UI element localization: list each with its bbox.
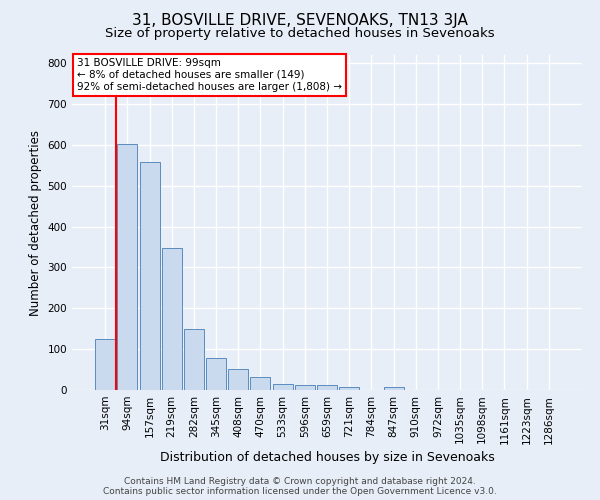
Text: 31, BOSVILLE DRIVE, SEVENOAKS, TN13 3JA: 31, BOSVILLE DRIVE, SEVENOAKS, TN13 3JA: [132, 12, 468, 28]
Bar: [140, 162, 160, 390]
Bar: [295, 384, 315, 390]
Bar: [317, 384, 337, 390]
Text: Contains HM Land Registry data © Crown copyright and database right 2024.
Contai: Contains HM Land Registry data © Crown c…: [103, 476, 497, 496]
Bar: [272, 384, 293, 390]
Bar: [95, 339, 115, 390]
Bar: [250, 378, 271, 390]
Bar: [118, 144, 137, 390]
Bar: [228, 369, 248, 390]
Y-axis label: Number of detached properties: Number of detached properties: [29, 130, 42, 316]
Bar: [162, 248, 182, 390]
Text: 31 BOSVILLE DRIVE: 99sqm
← 8% of detached houses are smaller (149)
92% of semi-d: 31 BOSVILLE DRIVE: 99sqm ← 8% of detache…: [77, 58, 342, 92]
Bar: [339, 387, 359, 390]
Text: Size of property relative to detached houses in Sevenoaks: Size of property relative to detached ho…: [105, 28, 495, 40]
Bar: [184, 328, 204, 390]
Bar: [383, 386, 404, 390]
Bar: [206, 358, 226, 390]
X-axis label: Distribution of detached houses by size in Sevenoaks: Distribution of detached houses by size …: [160, 450, 494, 464]
